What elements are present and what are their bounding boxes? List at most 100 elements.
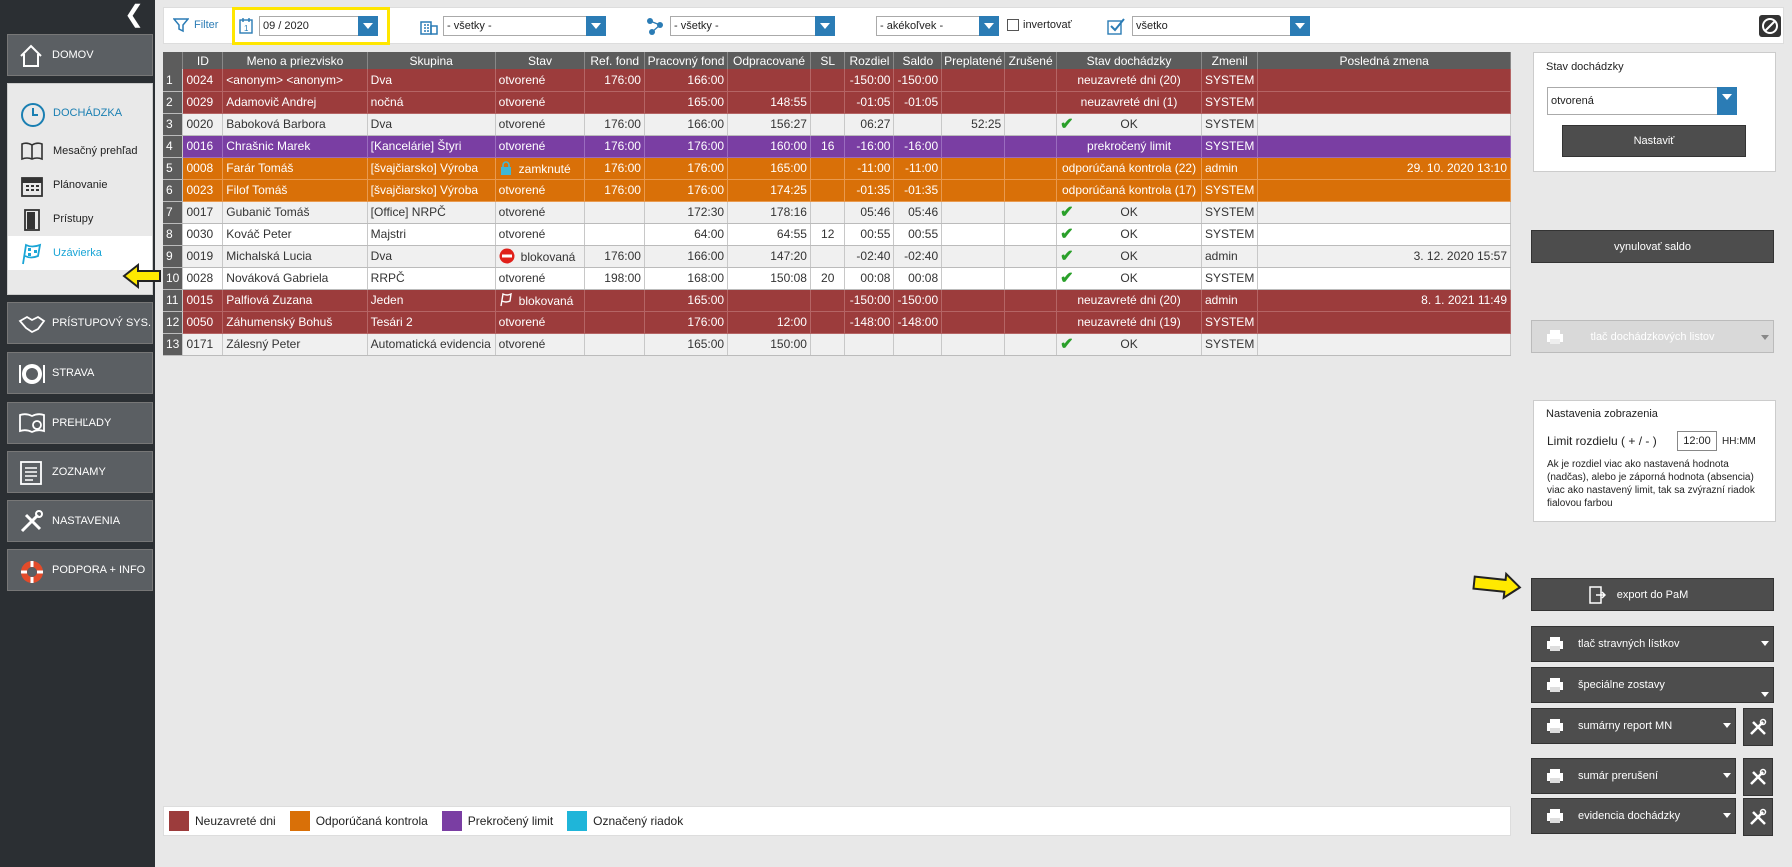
chevron-down-icon[interactable] — [586, 16, 606, 36]
tlac-listov-button[interactable]: tlač dochádzkových listov — [1531, 320, 1774, 353]
table-cell-ref: 176:00 — [584, 179, 645, 202]
nav-podpora[interactable]: PODPORA + INFO — [7, 549, 153, 591]
limit-input[interactable]: 12:00 — [1677, 431, 1717, 451]
table-row[interactable]: 3 0020 Baboková Barbora Dva otvorené 176:00 16… — [163, 113, 1511, 136]
sumarny-settings-button[interactable] — [1743, 708, 1773, 746]
table-cell-att: neuzavreté dni (20) — [1056, 69, 1202, 92]
invert-checkbox[interactable] — [1007, 19, 1019, 31]
table-cell-id: 0030 — [182, 223, 224, 246]
tools-icon — [1750, 768, 1767, 785]
table-row[interactable]: 10 0028 Nováková Gabriela RRPČ otvorené 198:0… — [163, 267, 1511, 290]
no-entry-icon[interactable] — [1759, 15, 1781, 37]
table-cell-n: 11 — [163, 289, 184, 312]
col-att[interactable]: Stav dochádzky — [1056, 52, 1202, 69]
evidencia-settings-button[interactable] — [1743, 798, 1773, 836]
table-cell-done: 64:55 — [727, 223, 811, 246]
table-cell-n: 8 — [163, 223, 184, 246]
nav-zoznamy[interactable]: ZOZNAMY — [7, 451, 153, 493]
sumar-preruseni-button[interactable]: sumár prerušení — [1531, 758, 1736, 794]
col-ref[interactable]: Ref. fond — [584, 52, 645, 69]
nav-prehlady[interactable]: PREHĽADY — [7, 402, 153, 444]
table-row[interactable]: 11 0015 Palfiová Zuzana Jeden blokovaná 165:0… — [163, 289, 1511, 312]
table-cell-state: blokovaná — [495, 289, 586, 312]
specialne-zostavy-button[interactable]: špeciálne zostavy — [1531, 667, 1774, 703]
stav-select[interactable]: otvorená — [1547, 87, 1737, 115]
table-row[interactable]: 8 0030 Kováč Peter Majstri otvorené 64:00 64:5… — [163, 223, 1511, 246]
table-row[interactable]: 2 0029 Adamovič Andrej nočná otvorené 165:00 1… — [163, 91, 1511, 114]
chevron-down-icon — [1761, 692, 1769, 697]
table-cell-work: 172:30 — [644, 201, 729, 224]
sidebar-item-mesacny-prehlad[interactable]: Mesačný prehľad — [8, 134, 152, 168]
tlac-stravnych-button[interactable]: tlač stravných lístkov — [1531, 626, 1774, 662]
sidebar-item-uzavierka[interactable]: Uzávierka — [8, 236, 152, 270]
table-cell-state: otvorené — [495, 91, 586, 114]
col-name[interactable]: Meno a priezvisko — [222, 52, 368, 69]
book-icon — [21, 142, 43, 161]
attendance-label: OK — [1120, 337, 1138, 351]
table-cell-saldo: 05:46 — [893, 201, 943, 224]
table-row[interactable]: 13 0171 Zálesný Peter Automatická evidencia… — [163, 333, 1511, 356]
table-cell-state: otvorené — [495, 113, 586, 136]
col-num — [163, 52, 184, 69]
sidebar-item-pristupy[interactable]: Prístupy — [8, 202, 152, 236]
col-id[interactable]: ID — [182, 52, 224, 69]
col-by[interactable]: Zmenil — [1201, 52, 1259, 69]
table-row[interactable]: 4 0016 Chrašnic Marek [Kancelárie] Štyri otv… — [163, 135, 1511, 158]
table-cell-sl — [810, 69, 846, 92]
table-cell-work: 64:00 — [644, 223, 729, 246]
col-sl[interactable]: SL — [810, 52, 846, 69]
building-select[interactable]: - všetky - — [443, 16, 606, 36]
legend: Neuzavreté dni Odporúčaná kontrola Prekr… — [163, 806, 1511, 836]
yellow-arrow-left-icon — [122, 262, 161, 290]
nav-domov[interactable]: DOMOV — [7, 34, 153, 76]
nav-dochadzka[interactable]: DOCHÁDZKA — [8, 96, 152, 130]
table-cell-saldo: 00:08 — [893, 267, 943, 290]
nav-nastavenia[interactable]: NASTAVENIA — [7, 500, 153, 542]
collapse-sidebar-icon[interactable]: ❮ — [124, 1, 145, 28]
table-cell-sl — [810, 333, 846, 356]
table-row[interactable]: 6 0023 Filof Tomáš [švajčiarsko] Výroba otvo… — [163, 179, 1511, 202]
nav-pristupovy-sys[interactable]: PRÍSTUPOVÝ SYS. — [7, 302, 153, 344]
col-state[interactable]: Stav — [495, 52, 586, 69]
col-last[interactable]: Posledná zmena — [1257, 52, 1511, 69]
building-icon — [420, 21, 438, 35]
chevron-down-icon[interactable] — [1717, 87, 1737, 115]
table-cell-saldo: -01:05 — [893, 91, 943, 114]
col-paid[interactable]: Preplatené — [941, 52, 1006, 69]
any-select[interactable]: - akékoľvek - — [876, 16, 999, 36]
table-cell-att: ✔ OK — [1056, 113, 1202, 136]
col-saldo[interactable]: Saldo — [893, 52, 943, 69]
chevron-down-icon[interactable] — [979, 16, 999, 36]
col-work[interactable]: Pracovný fond — [644, 52, 729, 69]
sumarny-report-button[interactable]: sumárny report MN — [1531, 708, 1736, 744]
table-row[interactable]: 5 0008 Farár Tomáš [švajčiarsko] Výroba zamk… — [163, 157, 1511, 180]
table-row[interactable]: 12 0050 Záhumenský Bohuš Tesári 2 otvorené 17… — [163, 311, 1511, 334]
col-group[interactable]: Skupina — [367, 52, 496, 69]
sumar-preruseni-settings-button[interactable] — [1743, 758, 1773, 796]
group-select[interactable]: - všetky - — [670, 16, 835, 36]
col-cancel[interactable]: Zrušené — [1004, 52, 1058, 69]
period-select[interactable]: 09 / 2020 — [259, 16, 378, 36]
chevron-down-icon — [1723, 773, 1731, 778]
vynulovat-saldo-button[interactable]: vynulovať saldo — [1531, 230, 1774, 263]
table-cell-cancel — [1004, 157, 1058, 180]
chevron-down-icon[interactable] — [1290, 16, 1310, 36]
sidebar-item-planovanie[interactable]: Plánovanie — [8, 168, 152, 202]
table-cell-id: 0023 — [182, 179, 224, 202]
table-cell-cancel — [1004, 135, 1058, 158]
table-row[interactable]: 1 0024 <anonym> <anonym> Dva otvorené 176:00 1… — [163, 69, 1511, 92]
table-cell-work: 168:00 — [644, 267, 729, 290]
nastavit-button[interactable]: Nastaviť — [1562, 125, 1746, 157]
evidencia-dochadzky-button[interactable]: evidencia dochádzky — [1531, 798, 1736, 834]
col-diff[interactable]: Rozdiel — [844, 52, 895, 69]
nav-strava[interactable]: STRAVA — [7, 352, 153, 394]
table-row[interactable]: 9 0019 Michalská Lucia Dva blokovaná 176:00 16… — [163, 245, 1511, 268]
chevron-down-icon[interactable] — [358, 16, 378, 36]
chevron-down-icon[interactable] — [815, 16, 835, 36]
table-row[interactable]: 7 0017 Gubanič Tomáš [Office] NRPČ otvorené 1… — [163, 201, 1511, 224]
status-select[interactable]: všetko — [1132, 16, 1310, 36]
legend-label: Označený riadok — [593, 814, 684, 828]
col-done[interactable]: Odpracované — [727, 52, 811, 69]
tools-icon — [1750, 718, 1767, 735]
export-pam-button[interactable]: export do PaM — [1531, 578, 1774, 611]
